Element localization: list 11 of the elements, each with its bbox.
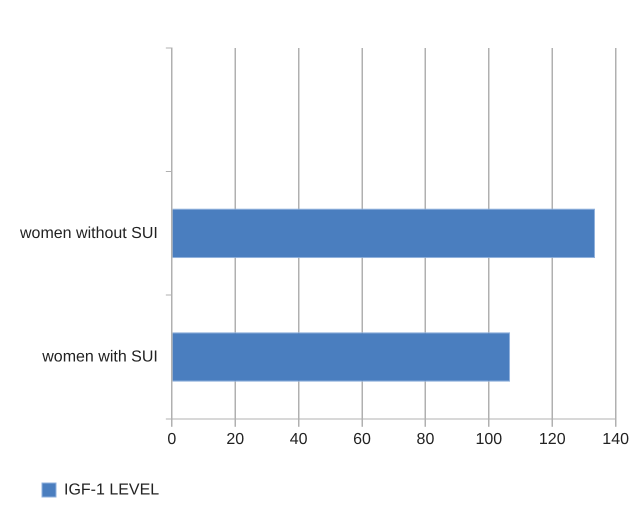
x-tick-label: 120 (538, 430, 566, 448)
y-tick-label: women with SUI (41, 348, 158, 366)
x-tick-label: 100 (475, 430, 502, 448)
x-tick-label: 0 (167, 430, 176, 448)
x-tick-label: 60 (353, 430, 372, 448)
x-tick-label: 40 (290, 430, 308, 448)
x-tick-label: 80 (416, 430, 434, 448)
legend-label: IGF-1 LEVEL (64, 481, 160, 498)
x-tick-label: 20 (226, 430, 244, 448)
x-tick-label: 140 (602, 430, 630, 448)
y-tick-label: women without SUI (18, 224, 158, 242)
